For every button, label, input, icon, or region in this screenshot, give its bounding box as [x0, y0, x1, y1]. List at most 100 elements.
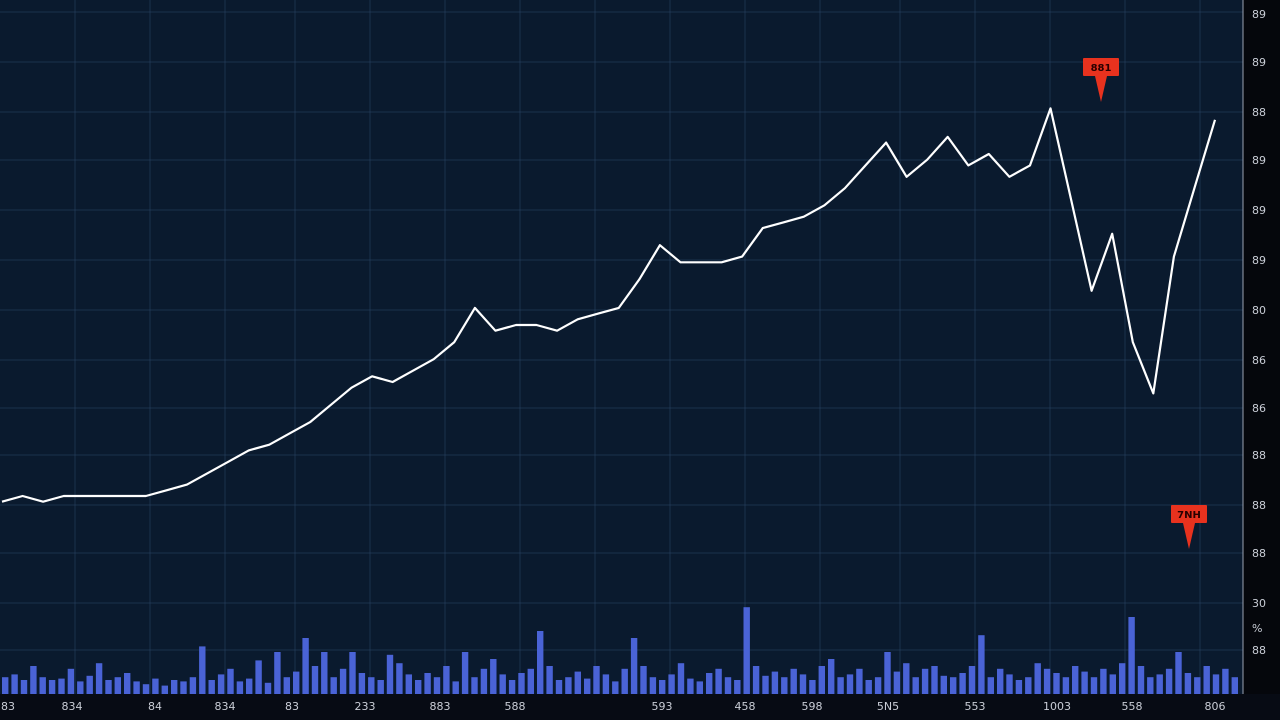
volume-bar [565, 677, 572, 694]
volume-bar [180, 681, 187, 694]
volume-bar [884, 652, 891, 694]
volume-bar [1212, 674, 1220, 694]
volume-bar [921, 668, 929, 694]
y-tick-label: 89 [1252, 254, 1266, 267]
volume-bar [734, 680, 741, 694]
volume-bar [349, 652, 356, 694]
volume-bar [377, 680, 384, 694]
volume-bar [574, 671, 581, 694]
volume-bar [1194, 677, 1201, 694]
volume-bar [1053, 673, 1060, 694]
volume-bar [67, 668, 75, 694]
volume-bar [255, 660, 262, 694]
volume-bar [443, 666, 450, 694]
callout-box [1171, 505, 1207, 523]
volume-bar [311, 666, 319, 694]
price-line [1, 107, 1217, 503]
x-tick-label: 83 [285, 700, 299, 713]
y-tick-label: 30 [1252, 597, 1266, 610]
volume-bar [677, 663, 685, 694]
volume-bar [405, 674, 412, 694]
volume-bar [471, 677, 478, 694]
volume-bar [358, 673, 366, 694]
volume-bar [621, 668, 628, 694]
volume-bar [640, 666, 647, 694]
volume-bar [781, 677, 788, 694]
callout-label: 7NH [1177, 510, 1201, 521]
volume-bar [1156, 674, 1163, 694]
volume-bar [171, 680, 178, 694]
volume-bar [30, 666, 37, 694]
y-tick-label: 88 [1252, 547, 1266, 560]
y-tick-label: 88 [1252, 106, 1266, 119]
volume-bar [236, 681, 244, 694]
volume-bar [274, 652, 281, 694]
volume-bar [227, 668, 234, 694]
volume-bar [828, 659, 835, 694]
y-tick-label: 80 [1252, 304, 1266, 317]
y-tick-label: % [1252, 622, 1262, 635]
volume-bar [771, 671, 779, 694]
x-tick-label: 806 [1205, 700, 1226, 713]
volume-bar [1184, 673, 1192, 694]
volume-bar [593, 666, 600, 694]
volume-bar [1034, 663, 1041, 694]
callout-pointer [1183, 523, 1195, 549]
callout-pointer [1095, 76, 1107, 102]
volume-bar [368, 677, 375, 694]
volume-bar [330, 677, 337, 694]
x-tick-label: 883 [430, 700, 451, 713]
volume-bar [1222, 668, 1229, 694]
volume-bar [114, 677, 121, 694]
volume-bar [199, 646, 206, 694]
volume-bar [48, 680, 56, 694]
volume-bar [762, 675, 769, 694]
x-tick-label: 458 [735, 700, 756, 713]
volume-bar [11, 674, 18, 694]
volume-bar [950, 677, 957, 694]
volume-bar [208, 680, 215, 694]
volume-bar [546, 666, 553, 694]
volume-bar [856, 668, 863, 694]
volume-bar [1015, 680, 1023, 694]
volume-bar [86, 675, 93, 694]
volume-bar [142, 684, 150, 694]
volume-bar [499, 674, 506, 694]
volume-bar [1081, 671, 1088, 694]
volume-bar [58, 678, 65, 694]
volume-bar [555, 680, 563, 694]
volume-bar [302, 638, 309, 694]
x-tick-label: 83 [1, 700, 15, 713]
y-tick-label: 89 [1252, 8, 1266, 21]
x-tick-label: 598 [802, 700, 823, 713]
volume-bar [893, 671, 901, 694]
volume-bar [837, 677, 844, 694]
volume-bar [424, 673, 431, 694]
x-tick-label: 834 [62, 700, 83, 713]
volume-bar [2, 677, 9, 694]
volume-bar [809, 680, 816, 694]
x-tick-label: 233 [355, 700, 376, 713]
volume-bar [461, 652, 469, 694]
volume-bar [978, 635, 985, 694]
volume-bar [1203, 666, 1210, 694]
volume-bar [124, 673, 131, 694]
volume-bar [39, 677, 46, 694]
y-tick-label: 89 [1252, 154, 1266, 167]
volume-bar [452, 681, 459, 694]
volume-bar [105, 680, 112, 694]
x-tick-label: 593 [652, 700, 673, 713]
volume-bar [1062, 677, 1070, 694]
volume-bar [1109, 674, 1116, 694]
y-tick-label: 86 [1252, 402, 1266, 415]
volume-bar [649, 677, 657, 694]
volume-bar [602, 674, 610, 694]
volume-bar [386, 654, 394, 694]
volume-bar [20, 680, 28, 694]
volume-bar [687, 678, 694, 694]
volume-bar [1025, 677, 1032, 694]
volume-bar [818, 666, 825, 694]
volume-bar [903, 663, 910, 694]
y-tick-label: 88 [1252, 499, 1266, 512]
volume-bar [1128, 617, 1135, 694]
